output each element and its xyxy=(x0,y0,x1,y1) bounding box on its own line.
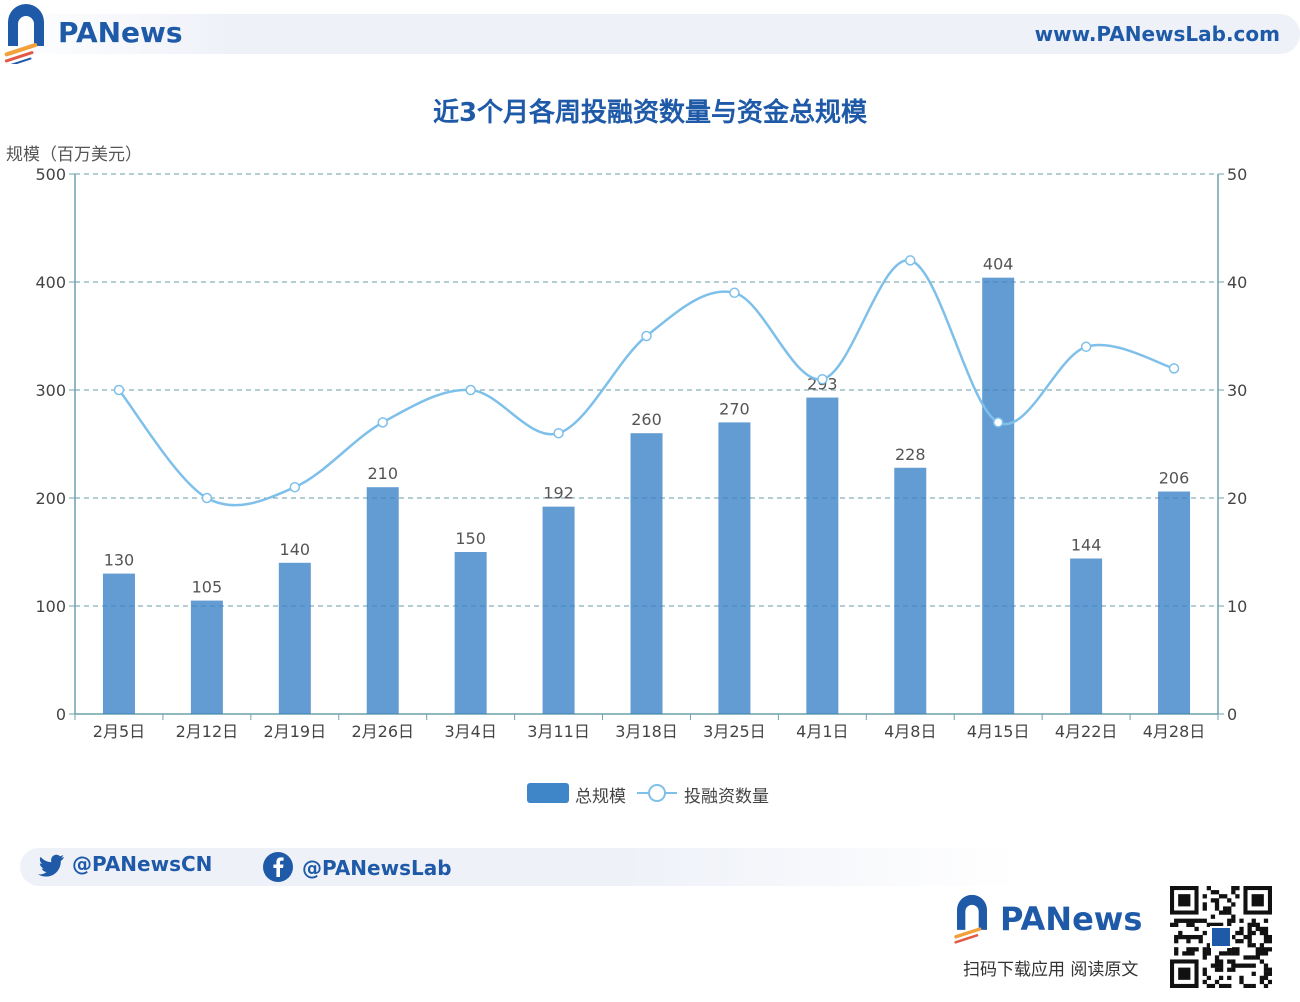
bar-data-label: 404 xyxy=(983,255,1014,274)
legend-label-bar: 总规模 xyxy=(575,787,626,807)
bar-data-label: 150 xyxy=(455,529,486,548)
x-tick-label: 3月25日 xyxy=(703,722,766,741)
line-point xyxy=(729,287,740,299)
x-tick-label: 4月15日 xyxy=(967,722,1030,741)
x-tick-label: 2月12日 xyxy=(176,722,239,741)
x-tick-label: 4月1日 xyxy=(796,722,848,741)
line-point xyxy=(1080,341,1092,353)
chart-title: 近3个月各周投融资数量与资金总规模 xyxy=(432,98,868,128)
footer-caption: 扫码下载应用 阅读原文 xyxy=(963,960,1139,980)
line-point xyxy=(377,417,388,428)
bar xyxy=(1070,558,1103,714)
y-tick-label-left: 500 xyxy=(35,165,66,184)
facebook-handle[interactable]: @PANewsLab xyxy=(302,856,452,880)
bar-data-label: 228 xyxy=(895,445,926,464)
bar xyxy=(366,487,399,714)
line-point xyxy=(201,492,213,504)
y-tick-label-right: 20 xyxy=(1227,489,1247,508)
bar-data-label: 210 xyxy=(367,464,398,483)
bar xyxy=(1158,491,1191,714)
bar xyxy=(454,552,487,714)
footer-brand: PANews xyxy=(1000,900,1143,938)
bar xyxy=(718,422,751,714)
line-point xyxy=(641,330,652,342)
bar xyxy=(278,562,311,714)
y-tick-label-left: 300 xyxy=(35,381,66,400)
header-brand: PANews xyxy=(58,16,183,49)
bar-data-label: 192 xyxy=(543,484,574,503)
qr-code-icon[interactable] xyxy=(1170,886,1272,988)
site-url-link[interactable]: www.PANewsLab.com xyxy=(1034,22,1280,46)
legend-label-line: 投融资数量 xyxy=(684,787,769,807)
y-tick-label-left: 200 xyxy=(35,489,66,508)
line-point xyxy=(553,427,564,439)
x-tick-label: 3月18日 xyxy=(615,722,678,741)
line-point xyxy=(1168,363,1180,374)
bar-data-label: 130 xyxy=(104,551,135,570)
bar xyxy=(806,397,839,714)
twitter-icon[interactable] xyxy=(36,852,66,880)
bar xyxy=(982,277,1015,714)
footer-logo-icon xyxy=(954,894,987,944)
bar-data-label: 144 xyxy=(1071,535,1102,554)
x-tick-label: 3月11日 xyxy=(527,722,590,741)
y-tick-label-right: 0 xyxy=(1227,705,1237,724)
x-tick-label: 4月28日 xyxy=(1143,722,1206,741)
social-bar xyxy=(20,848,1020,886)
line-point xyxy=(817,373,828,385)
line-point xyxy=(289,481,301,493)
y-tick-label-right: 10 xyxy=(1227,597,1247,616)
line-point xyxy=(113,384,125,396)
legend: 总规模 投融资数量 xyxy=(0,780,1300,807)
panews-logo-icon xyxy=(4,4,44,64)
twitter-handle[interactable]: @PANewsCN xyxy=(72,852,213,876)
x-tick-label: 2月19日 xyxy=(264,722,327,741)
x-tick-label: 3月4日 xyxy=(444,722,496,741)
y-tick-label-right: 30 xyxy=(1227,381,1247,400)
header-bar xyxy=(0,14,1300,54)
bar xyxy=(542,506,575,714)
x-tick-label: 2月26日 xyxy=(351,722,414,741)
y-tick-label-right: 40 xyxy=(1227,273,1247,292)
y-tick-label-left: 400 xyxy=(35,273,66,292)
x-tick-label: 2月5日 xyxy=(93,722,145,741)
facebook-icon[interactable] xyxy=(262,851,294,883)
bar xyxy=(630,433,663,714)
y-tick-label-left: 100 xyxy=(35,597,66,616)
legend-bar-swatch[interactable] xyxy=(527,783,569,803)
y-tick-label-left: 0 xyxy=(56,705,66,724)
bar-data-label: 260 xyxy=(631,410,662,429)
bar xyxy=(190,600,223,714)
line-point xyxy=(992,417,1004,428)
bar xyxy=(102,573,135,714)
y-axis-left-label: 规模（百万美元） xyxy=(6,145,142,165)
x-tick-label: 4月22日 xyxy=(1055,722,1118,741)
line-point xyxy=(905,255,916,266)
bar-data-label: 270 xyxy=(719,399,750,418)
bar-data-label: 206 xyxy=(1159,469,1190,488)
legend-line-swatch[interactable] xyxy=(635,780,679,806)
bar-data-label: 105 xyxy=(192,578,223,597)
line-point xyxy=(465,384,476,396)
bar-data-label: 140 xyxy=(280,540,311,559)
y-tick-label-right: 50 xyxy=(1227,165,1247,184)
bar xyxy=(894,467,927,714)
x-tick-label: 4月8日 xyxy=(884,722,936,741)
